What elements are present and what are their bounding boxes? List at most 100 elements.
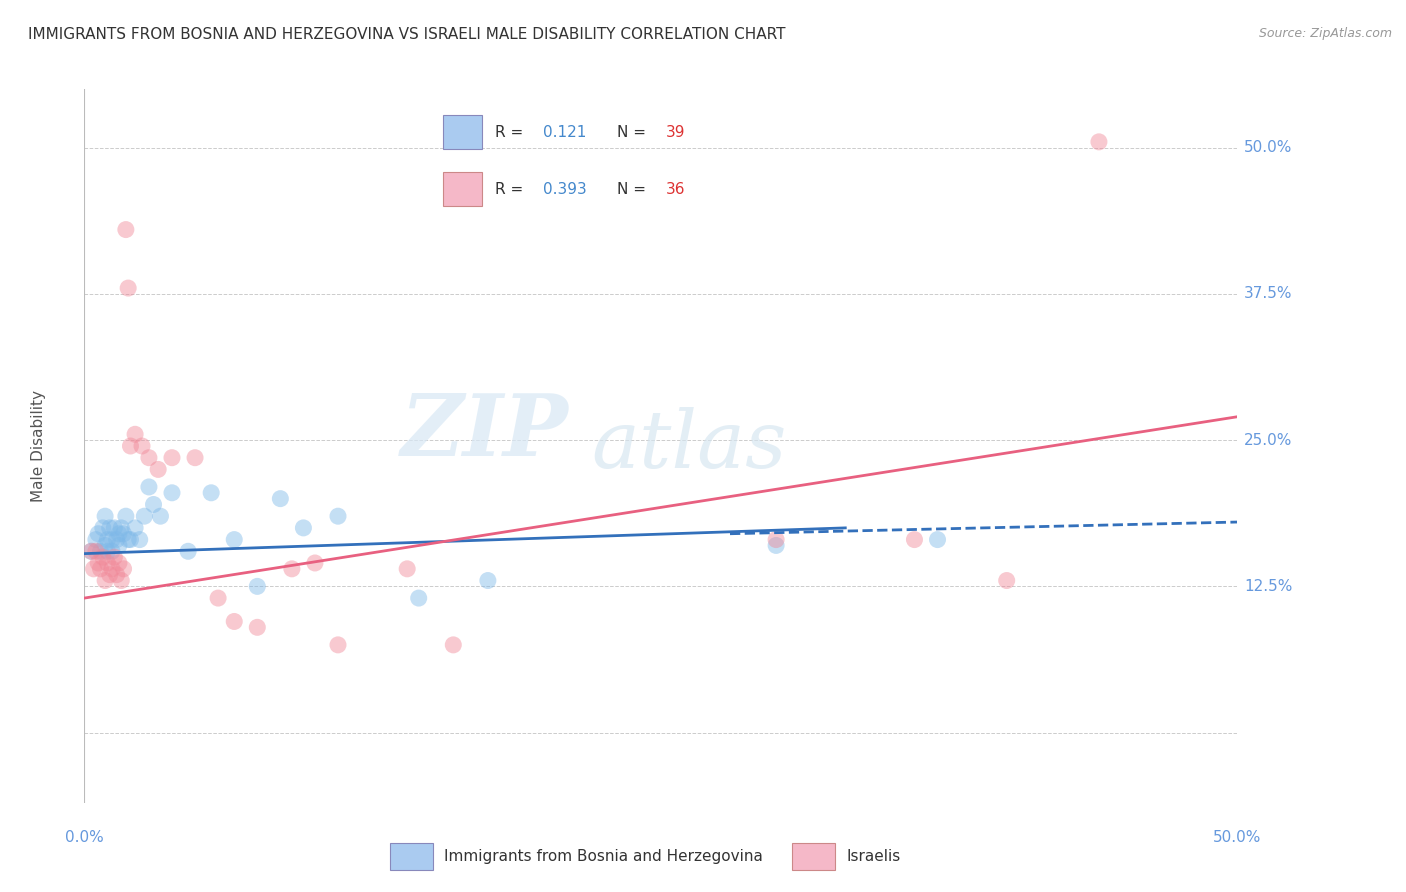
Text: 36: 36 bbox=[666, 182, 685, 196]
Point bbox=[142, 498, 165, 512]
Point bbox=[80, 544, 103, 558]
Point bbox=[995, 574, 1018, 588]
Point bbox=[281, 562, 304, 576]
Point bbox=[184, 450, 207, 465]
Point bbox=[96, 556, 118, 570]
Point bbox=[101, 562, 124, 576]
Point bbox=[128, 533, 150, 547]
Point bbox=[108, 538, 131, 552]
Point bbox=[146, 462, 169, 476]
Text: IMMIGRANTS FROM BOSNIA AND HERZEGOVINA VS ISRAELI MALE DISABILITY CORRELATION CH: IMMIGRANTS FROM BOSNIA AND HERZEGOVINA V… bbox=[28, 27, 786, 42]
Point bbox=[84, 544, 107, 558]
Point bbox=[326, 509, 349, 524]
Text: 39: 39 bbox=[666, 125, 685, 139]
Point bbox=[160, 450, 183, 465]
Text: Israelis: Israelis bbox=[846, 849, 901, 863]
Point bbox=[108, 556, 131, 570]
Point bbox=[108, 526, 131, 541]
Text: 37.5%: 37.5% bbox=[1244, 286, 1292, 301]
Point bbox=[120, 533, 142, 547]
Point bbox=[91, 521, 114, 535]
Text: 0.121: 0.121 bbox=[543, 125, 586, 139]
Point bbox=[326, 638, 349, 652]
Point bbox=[138, 450, 160, 465]
Point bbox=[112, 562, 135, 576]
Point bbox=[101, 533, 124, 547]
Point bbox=[246, 620, 269, 634]
Point bbox=[80, 544, 103, 558]
Point bbox=[138, 480, 160, 494]
Point bbox=[110, 521, 132, 535]
Text: 0.0%: 0.0% bbox=[65, 830, 104, 845]
Point bbox=[160, 485, 183, 500]
Point bbox=[408, 591, 430, 605]
Point bbox=[765, 538, 787, 552]
Point bbox=[292, 521, 315, 535]
Bar bbox=[793, 843, 835, 870]
Point bbox=[103, 550, 125, 565]
Point bbox=[101, 544, 124, 558]
Bar bbox=[443, 172, 482, 206]
Text: 50.0%: 50.0% bbox=[1213, 830, 1261, 845]
Text: 0.393: 0.393 bbox=[543, 182, 586, 196]
Point bbox=[927, 533, 949, 547]
Point bbox=[89, 544, 111, 558]
Text: Source: ZipAtlas.com: Source: ZipAtlas.com bbox=[1258, 27, 1392, 40]
Point bbox=[224, 615, 246, 629]
Point bbox=[105, 533, 128, 547]
Point bbox=[112, 526, 135, 541]
Point bbox=[200, 485, 222, 500]
Point bbox=[103, 521, 125, 535]
Text: N =: N = bbox=[617, 182, 651, 196]
Text: Male Disability: Male Disability bbox=[31, 390, 46, 502]
Point bbox=[124, 521, 146, 535]
Text: Immigrants from Bosnia and Herzegovina: Immigrants from Bosnia and Herzegovina bbox=[444, 849, 763, 863]
Text: 12.5%: 12.5% bbox=[1244, 579, 1292, 594]
Text: N =: N = bbox=[617, 125, 651, 139]
Bar bbox=[443, 115, 482, 149]
Point bbox=[87, 526, 110, 541]
Point bbox=[304, 556, 326, 570]
Point bbox=[98, 521, 121, 535]
Point bbox=[903, 533, 925, 547]
Point bbox=[117, 281, 139, 295]
Point bbox=[83, 562, 105, 576]
Point bbox=[149, 509, 172, 524]
Bar bbox=[391, 843, 433, 870]
Point bbox=[84, 533, 107, 547]
Point bbox=[441, 638, 464, 652]
Point bbox=[124, 427, 146, 442]
Text: atlas: atlas bbox=[592, 408, 787, 484]
Point bbox=[94, 538, 117, 552]
Point bbox=[177, 544, 200, 558]
Point bbox=[110, 574, 132, 588]
Point bbox=[134, 509, 156, 524]
Text: R =: R = bbox=[495, 125, 527, 139]
Point bbox=[246, 579, 269, 593]
Point bbox=[96, 533, 118, 547]
Point bbox=[89, 562, 111, 576]
Point bbox=[269, 491, 291, 506]
Text: R =: R = bbox=[495, 182, 527, 196]
Point bbox=[94, 574, 117, 588]
Point bbox=[131, 439, 153, 453]
Point bbox=[396, 562, 419, 576]
Point bbox=[115, 222, 138, 236]
Point bbox=[207, 591, 229, 605]
Text: 50.0%: 50.0% bbox=[1244, 140, 1292, 155]
Point bbox=[765, 533, 787, 547]
Text: ZIP: ZIP bbox=[401, 390, 568, 474]
Point bbox=[224, 533, 246, 547]
Point bbox=[105, 567, 128, 582]
Point bbox=[477, 574, 499, 588]
Point bbox=[1088, 135, 1111, 149]
Point bbox=[120, 439, 142, 453]
Point bbox=[91, 550, 114, 565]
Point bbox=[117, 533, 139, 547]
Point bbox=[94, 509, 117, 524]
Point bbox=[98, 567, 121, 582]
Point bbox=[87, 556, 110, 570]
Text: 25.0%: 25.0% bbox=[1244, 433, 1292, 448]
Point bbox=[96, 544, 118, 558]
Point bbox=[115, 509, 138, 524]
